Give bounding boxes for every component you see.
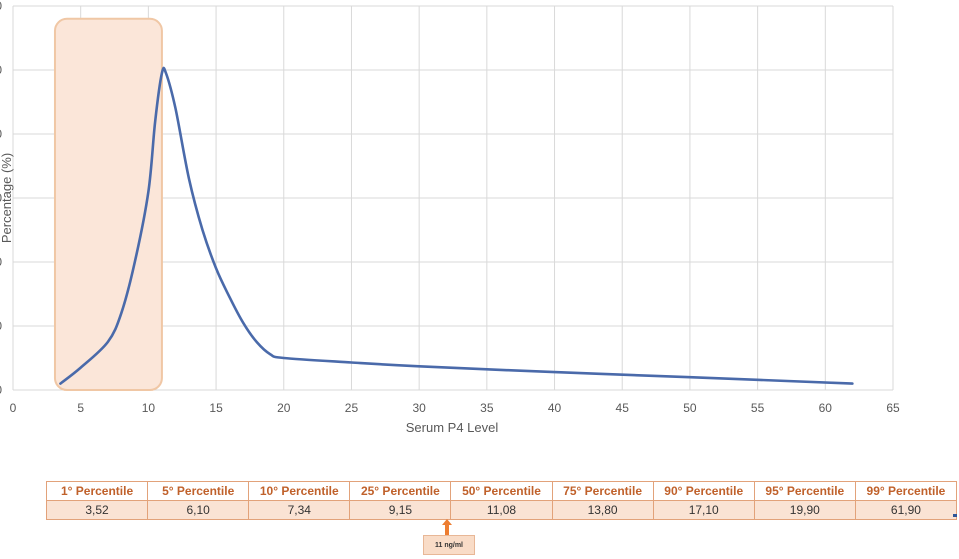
y-tick-label: 40 [0,127,2,141]
x-tick-label: 50 [683,401,697,415]
percentile-header: 50° Percentile [450,481,553,501]
x-tick-label: 65 [886,401,900,415]
percentile-value: 3,52 [45,500,149,520]
percentile-header: 5° Percentile [147,481,250,501]
percentile-header: 95° Percentile [753,481,856,501]
y-tick-label: 10 [0,319,2,333]
y-axis-title: Percentage (%) [0,153,14,243]
percentile-value: 13,80 [551,500,654,520]
percentile-value: 9,15 [349,500,452,520]
x-tick-labels: 0 5 10 15 20 25 30 35 40 45 50 55 60 65 [10,401,900,415]
percentile-header-row: 1° Percentile 5° Percentile 10° Percentile… [45,481,958,501]
x-axis-title: Serum P4 Level [406,420,499,435]
highlight-box [53,17,163,392]
y-tick-labels: 0 10 20 30 40 50 60 [0,0,2,397]
percentile-header: 1° Percentile [45,481,149,501]
percentile-value: 61,90 [854,500,958,520]
percentile-value: 6,10 [147,500,250,520]
percentile-header: 90° Percentile [652,481,755,501]
x-tick-label: 45 [616,401,630,415]
marker-label: 11 ng/ml [423,535,475,555]
y-tick-label: 30 [0,191,2,205]
y-tick-label: 0 [0,383,2,397]
x-tick-label: 5 [77,401,84,415]
percentile-value-row: 3,52 6,10 7,34 9,15 11,08 13,80 17,10 19,90 61,9… [45,500,958,520]
percentile-value: 7,34 [248,500,351,520]
x-tick-label: 20 [277,401,291,415]
percentile-header: 75° Percentile [551,481,654,501]
percentile-value: 17,10 [652,500,755,520]
chart: 0 5 10 15 20 25 30 35 40 45 50 55 60 65 0 10 20 30 40 50 60… [0,0,900,435]
percentile-table: 1° Percentile 5° Percentile 10° Percentile… [45,481,958,520]
percentile-header: 25° Percentile [349,481,452,501]
x-tick-label: 15 [209,401,223,415]
percentile-header: 10° Percentile [248,481,351,501]
y-tick-label: 50 [0,63,2,77]
percentile-value: 19,90 [753,500,856,520]
x-tick-label: 35 [480,401,494,415]
up-arrow-icon [442,519,452,535]
series-line [59,66,854,385]
x-tick-label: 0 [10,401,17,415]
table-corner-mark [953,514,957,517]
y-tick-label: 20 [0,255,2,269]
x-tick-label: 40 [548,401,562,415]
y-tick-label: 60 [0,0,2,13]
percentile-header: 99° Percentile [854,481,958,501]
percentile-value: 11,08 [450,500,553,520]
x-tick-label: 30 [412,401,426,415]
x-tick-label: 55 [751,401,765,415]
x-tick-label: 25 [345,401,359,415]
x-tick-label: 10 [142,401,156,415]
x-tick-label: 60 [819,401,833,415]
